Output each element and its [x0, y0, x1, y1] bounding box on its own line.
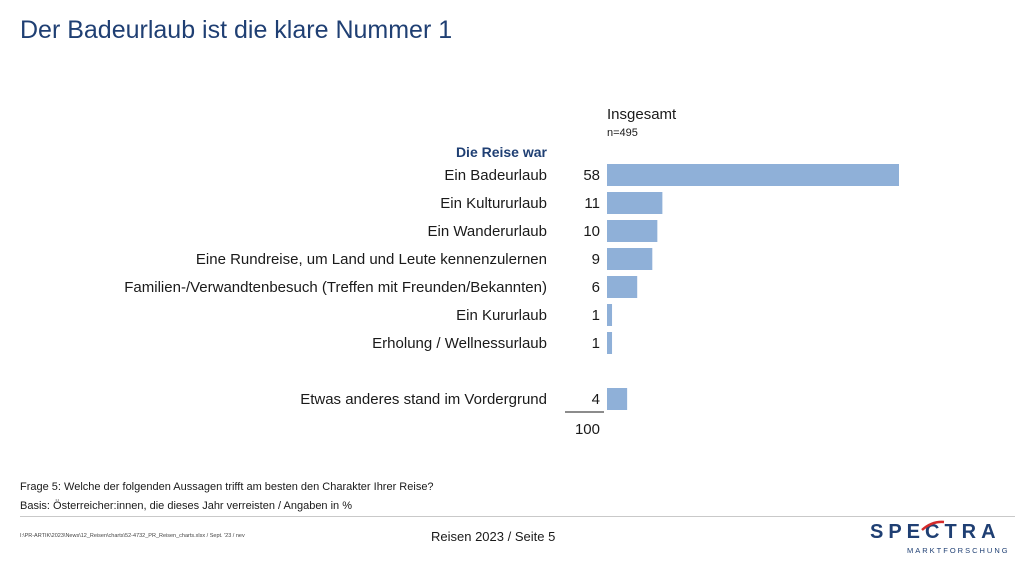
bar [607, 332, 613, 354]
sample-size: n=495 [607, 127, 638, 139]
bar [607, 220, 658, 242]
category-label: Ein Kururlaub [456, 307, 547, 324]
bar [607, 388, 628, 410]
category-label: Eine Rundreise, um Land und Leute kennen… [196, 251, 547, 268]
bar [607, 164, 899, 186]
column-header: Insgesamt [607, 106, 677, 123]
logo-wordmark: SPECTRA [870, 521, 1001, 543]
category-label: Ein Wanderurlaub [427, 223, 547, 240]
footer-divider [20, 516, 1015, 517]
bar [607, 248, 653, 270]
question-text: Frage 5: Welche der folgenden Aussagen t… [20, 481, 434, 493]
total-label: 100 [575, 421, 600, 438]
category-label: Ein Badeurlaub [444, 167, 547, 184]
file-path: I:\PR-ARTIK\2023\News\12_Reisen\charts\5… [20, 533, 245, 539]
group-title: Die Reise war [455, 144, 547, 160]
logo-subtitle: MARKTFORSCHUNG [907, 546, 1010, 555]
category-label: Ein Kultururlaub [440, 195, 547, 212]
bar [607, 192, 663, 214]
category-label: Etwas anderes stand im Vordergrund [300, 391, 547, 408]
value-label: 10 [583, 223, 600, 240]
bar [607, 276, 638, 298]
bar [607, 304, 613, 326]
value-label: 1 [592, 307, 600, 324]
spectra-logo: SPECTRA MARKTFORSCHUNG [870, 520, 1020, 561]
value-label: 11 [584, 195, 600, 212]
category-label: Erholung / Wellnessurlaub [372, 335, 547, 352]
value-label: 9 [592, 251, 600, 268]
page-title: Der Badeurlaub ist die klare Nummer 1 [20, 16, 453, 44]
basis-text: Basis: Österreicher:innen, die dieses Ja… [20, 500, 353, 512]
value-label: 6 [592, 279, 600, 296]
value-label: 1 [592, 335, 600, 352]
logo-swoosh-icon [921, 520, 945, 531]
page-footer: Reisen 2023 / Seite 5 [431, 529, 556, 544]
category-label: Familien-/Verwandtenbesuch (Treffen mit … [124, 279, 547, 296]
value-label: 4 [592, 391, 600, 408]
value-label: 58 [583, 167, 600, 184]
